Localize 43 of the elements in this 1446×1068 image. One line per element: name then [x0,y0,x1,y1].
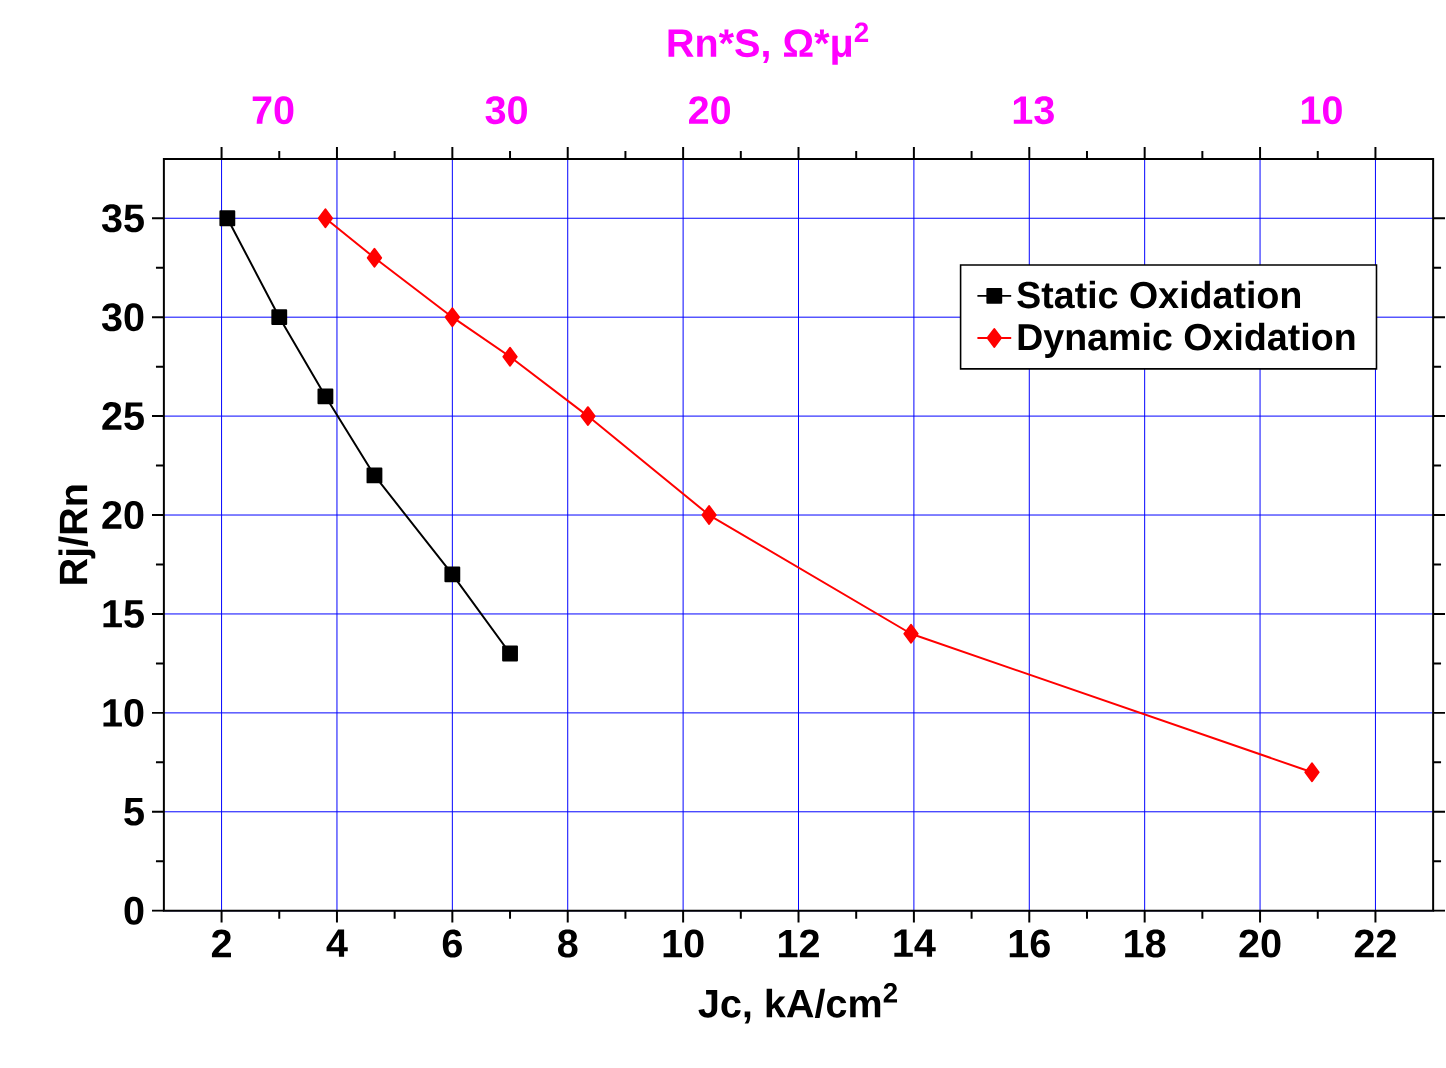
point [317,388,334,405]
text: 70 [252,96,294,125]
text: 30 [485,96,527,125]
x-tick-label: 10 [663,929,704,958]
y-tick-label: 35 [101,204,144,233]
y-tick-label: 5 [124,798,144,826]
point [903,624,919,644]
y-tick-label: 0 [124,896,144,925]
point [444,566,461,583]
x-tick-label: 4 [326,929,348,957]
y-axis-title: Rj/Rn [58,485,96,585]
x-tick-label: 6 [442,929,462,958]
point [580,406,596,427]
point [502,347,518,367]
point [271,309,288,326]
y-tick-label: 25 [102,402,144,431]
x-tick-label: 16 [1009,929,1050,958]
text: 13 [1013,96,1054,125]
text: 10 [1301,96,1342,125]
x-tick-label: 22 [1354,929,1396,958]
point [317,208,334,229]
point [1304,762,1320,783]
y-tick-label: 30 [101,303,144,332]
point [366,467,383,484]
point [366,248,383,268]
x2-axis-title: Rn*S, Ω*μ$^{2}$ [668,22,869,65]
point [701,505,717,526]
x-tick-label: 2 [211,929,231,958]
x-tick-label: 18 [1125,929,1166,958]
text: 20 [689,96,731,125]
legend-label: Dynamic Oxidation [1018,323,1355,359]
y-tick-label: 10 [103,699,144,728]
y-tick-label: 20 [102,501,144,530]
x-axis-title: Jc, kA/cm$^{2}$ [698,983,898,1024]
x-tick-label: 8 [557,929,578,958]
x-tick-label: 14 [894,929,936,957]
y-tick-label: 15 [103,600,144,628]
x-tick-label: 20 [1239,929,1281,958]
point [444,307,461,328]
point [219,210,236,227]
legend-label: Static Oxidation [1017,280,1301,309]
point [502,645,518,662]
x-tick-label: 12 [778,929,819,958]
